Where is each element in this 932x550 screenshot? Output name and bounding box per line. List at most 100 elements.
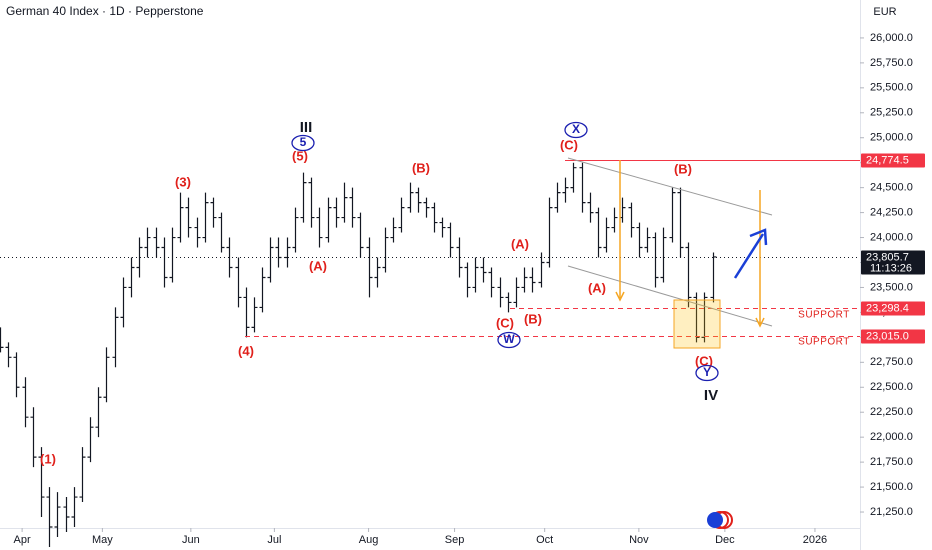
ohlc-bar xyxy=(144,227,151,258)
ohlc-bar xyxy=(701,292,708,343)
ohlc-bar xyxy=(521,267,528,293)
ohlc-bar xyxy=(390,217,397,243)
ohlc-bar xyxy=(538,252,545,288)
wave-label: (A) xyxy=(511,236,529,251)
wave-label: SUPPORT xyxy=(798,310,850,321)
y-tick-label: 25,000.0 xyxy=(870,132,913,144)
ohlc-bar xyxy=(341,182,348,223)
ohlc-bar xyxy=(333,197,340,228)
ohlc-bar xyxy=(259,267,266,313)
price-tag-label: 23,015.0 xyxy=(866,330,909,342)
ohlc-bar xyxy=(79,447,86,503)
x-tick-label: Nov xyxy=(629,534,649,546)
projection-arrow xyxy=(733,233,765,279)
wave-label: III xyxy=(300,119,313,136)
ohlc-bar xyxy=(611,207,618,233)
ohlc-bar xyxy=(177,192,184,243)
currency: EUR xyxy=(873,6,896,18)
y-tick-label: 21,250.0 xyxy=(870,506,913,518)
wave-circle xyxy=(497,331,521,349)
ohlc-bar xyxy=(439,217,446,238)
ohlc-bar xyxy=(669,187,676,243)
ohlc-bar xyxy=(472,257,479,293)
wave-label: (C) xyxy=(695,353,713,368)
ohlc-bar xyxy=(218,212,225,253)
ohlc-bar xyxy=(644,227,651,253)
ohlc-bar xyxy=(579,162,586,213)
price-tag-label: 23,298.4 xyxy=(866,302,909,314)
x-tick-label: Dec xyxy=(715,534,735,546)
ohlc-bar xyxy=(136,237,143,278)
ohlc-bar xyxy=(153,227,160,258)
ohlc-bar xyxy=(497,277,504,308)
price-tag-label: 23,805.7 xyxy=(866,251,909,263)
ohlc-bar xyxy=(480,257,487,283)
ohlc-bar xyxy=(398,197,405,233)
ohlc-bar xyxy=(431,202,438,233)
ohlc-bar xyxy=(194,217,201,248)
ohlc-bar xyxy=(243,287,250,338)
wave-label: Y xyxy=(703,365,711,379)
price-tag-label: 24,774.5 xyxy=(866,154,909,166)
wave-label: (B) xyxy=(674,161,692,176)
y-tick-label: 22,000.0 xyxy=(870,431,913,443)
ohlc-bar xyxy=(546,197,553,268)
wave-label: SUPPORT xyxy=(798,337,850,348)
wave-label: (A) xyxy=(309,258,327,273)
y-tick-label: 23,500.0 xyxy=(870,281,913,293)
y-tick-label: 22,500.0 xyxy=(870,381,913,393)
countdown: 11:13:26 xyxy=(870,262,912,274)
wave-circle xyxy=(564,121,588,139)
ohlc-bar xyxy=(226,237,233,278)
wave-label: (1) xyxy=(40,451,56,466)
wave-circle xyxy=(695,364,719,382)
wave-label: (B) xyxy=(524,311,542,326)
ohlc-bar xyxy=(456,237,463,278)
x-tick-label: Oct xyxy=(536,534,553,546)
x-tick-label: Apr xyxy=(14,534,31,546)
ohlc-bar xyxy=(112,307,119,368)
ohlc-bar xyxy=(636,222,643,258)
x-tick-label: Jul xyxy=(267,534,281,546)
y-tick-label: 25,500.0 xyxy=(870,82,913,94)
ohlc-bar xyxy=(660,227,667,283)
ohlc-bar xyxy=(46,487,53,547)
x-tick-label: May xyxy=(92,534,113,546)
price-tag xyxy=(861,153,925,168)
wave-label: (3) xyxy=(175,174,191,189)
ohlc-bar xyxy=(267,237,274,283)
ohlc-bar xyxy=(38,447,45,518)
price-tag xyxy=(861,329,925,344)
wave-circle xyxy=(291,134,315,152)
ohlc-bar xyxy=(292,207,299,253)
ohlc-bar xyxy=(5,342,12,368)
y-tick-label: 21,750.0 xyxy=(870,456,913,468)
ohlc-bar xyxy=(587,192,594,223)
ohlc-bar xyxy=(210,197,217,228)
ohlc-bar xyxy=(22,377,29,428)
ohlc-bar xyxy=(54,492,61,537)
ohlc-bar xyxy=(185,197,192,238)
ohlc-bar xyxy=(529,267,536,293)
ohlc-bar xyxy=(95,387,102,438)
x-tick-label: Sep xyxy=(445,534,465,546)
ohlc-bar xyxy=(161,237,168,288)
arrow-head xyxy=(755,317,765,328)
ohlc-bar xyxy=(447,222,454,258)
x-tick-label: Aug xyxy=(359,534,379,546)
wave-label: W xyxy=(503,332,515,346)
wave-label: (5) xyxy=(292,148,308,163)
currency-box xyxy=(862,2,922,22)
x-tick-label: Jun xyxy=(182,534,200,546)
channel-line xyxy=(567,157,773,216)
logo xyxy=(707,511,733,529)
ohlc-bar xyxy=(570,162,577,193)
channel-line xyxy=(567,265,773,327)
y-tick-label: 24,500.0 xyxy=(870,182,913,194)
ohlc-bar xyxy=(603,217,610,253)
ohlc-bar xyxy=(374,257,381,288)
ohlc-bar xyxy=(235,257,242,308)
ohlc-bar xyxy=(71,487,78,527)
